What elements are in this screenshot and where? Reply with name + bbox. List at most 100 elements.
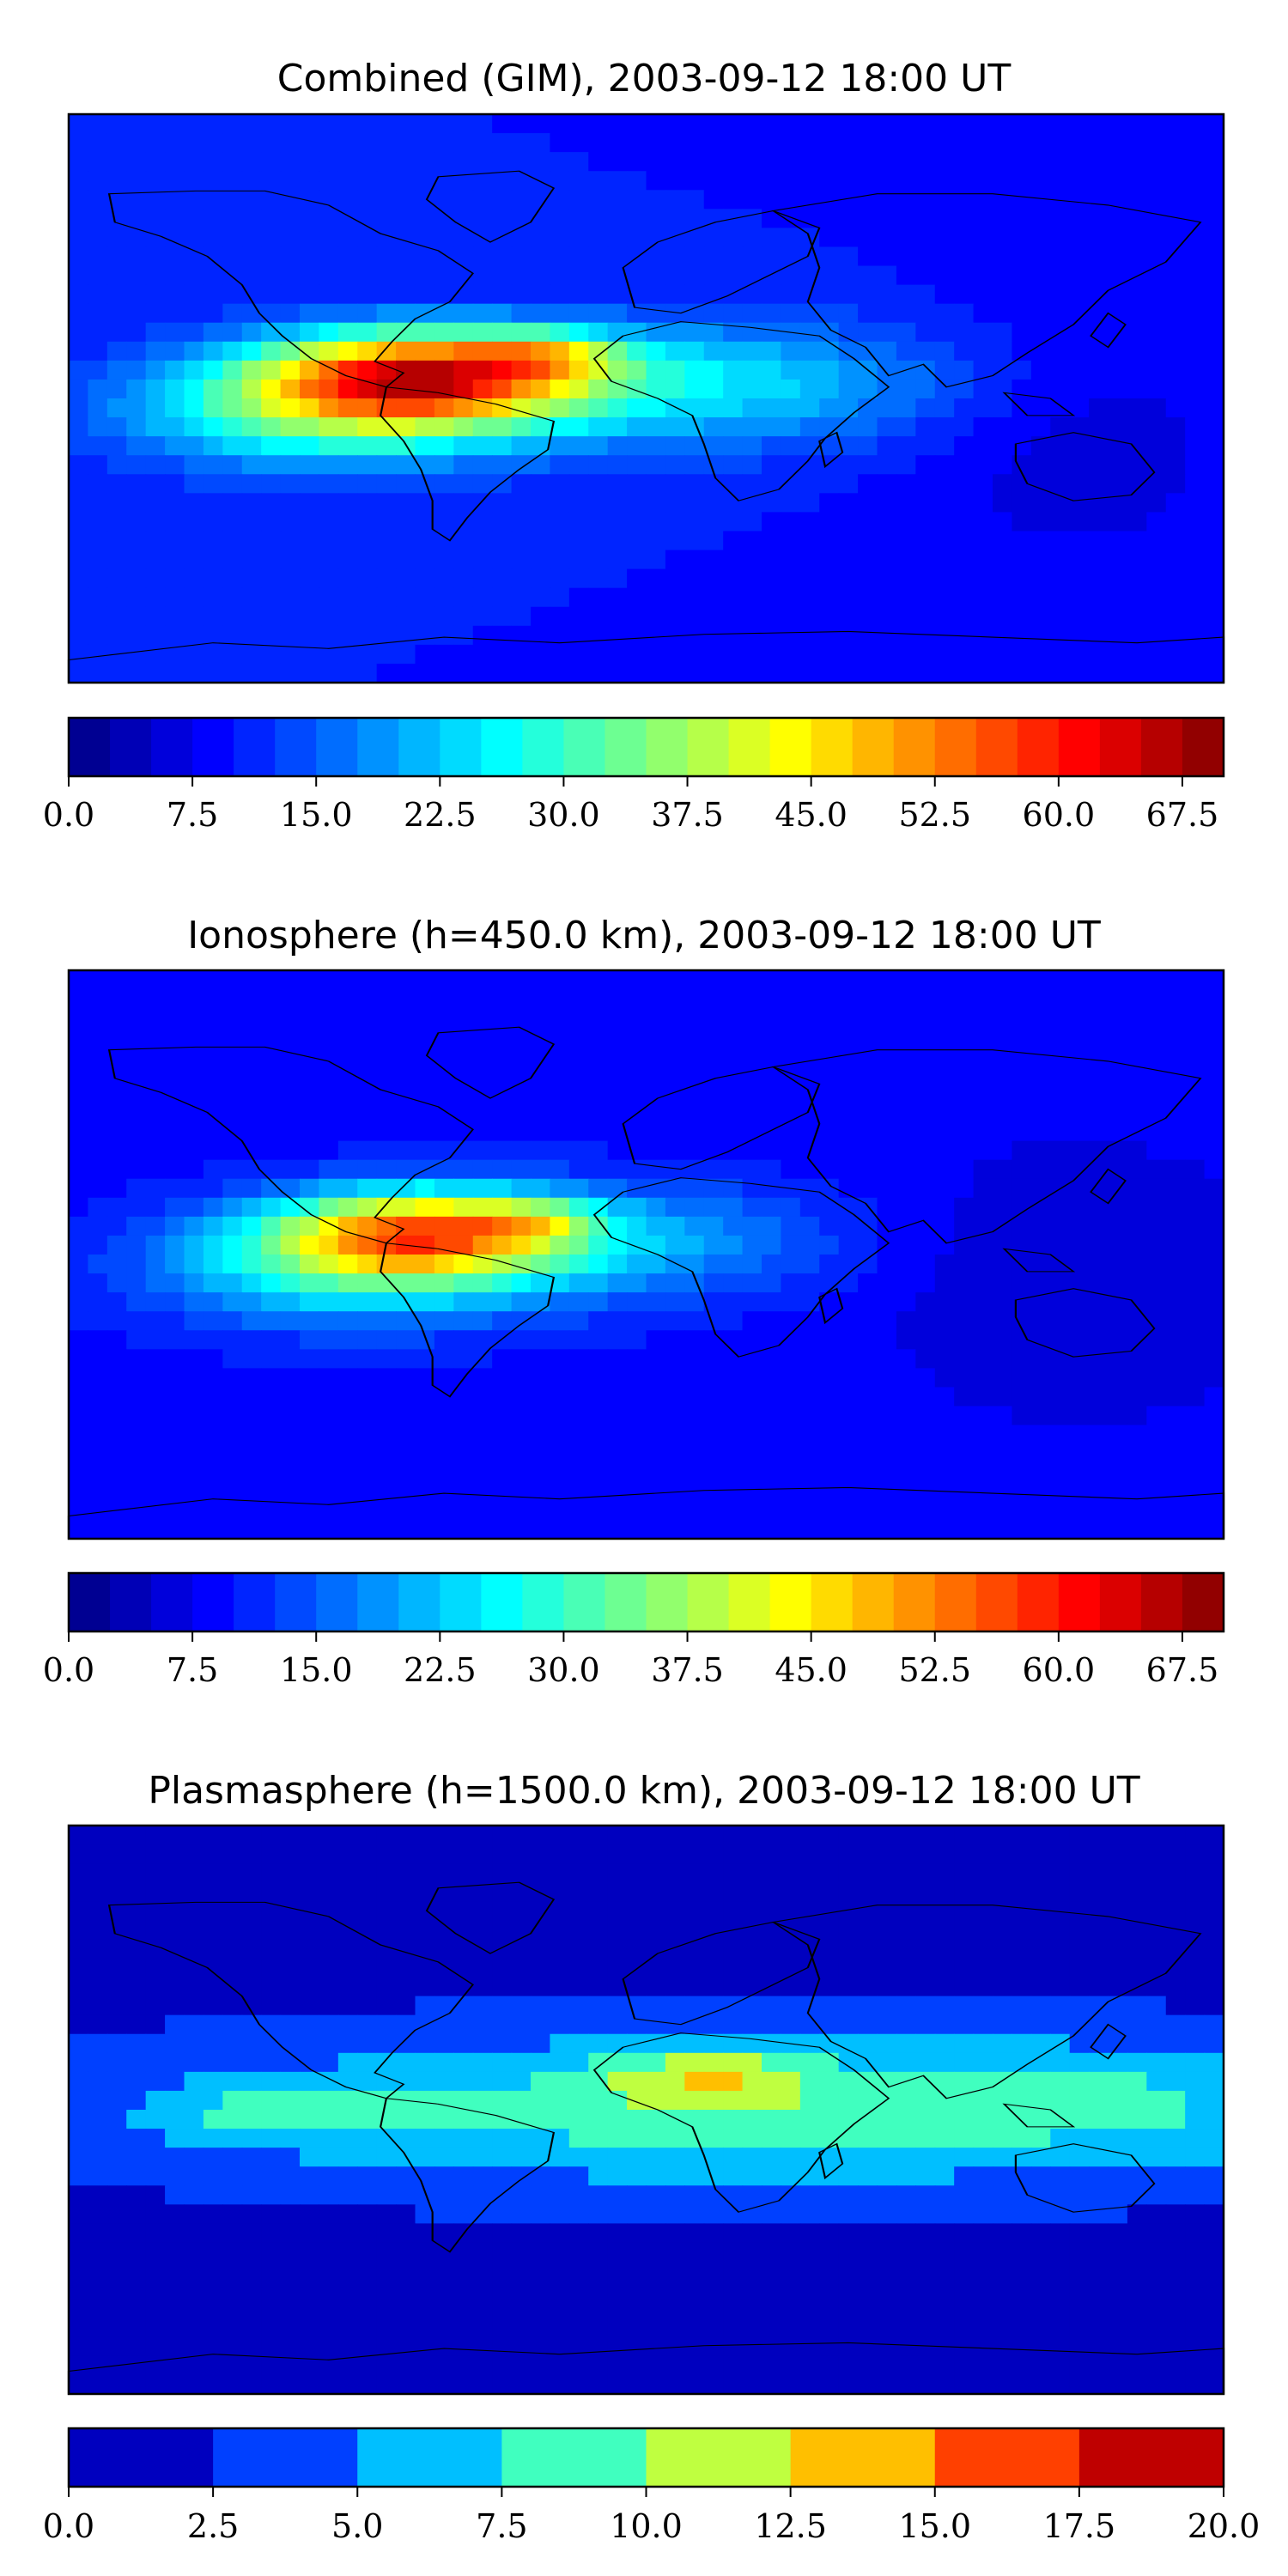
heatmap-cell — [184, 606, 204, 627]
heatmap-cell — [261, 1406, 282, 1426]
heatmap-cell — [568, 1255, 589, 1274]
heatmap-cell — [1108, 1826, 1128, 1845]
heatmap-cell — [954, 1027, 975, 1047]
heatmap-cell — [550, 1008, 570, 1028]
heatmap-cell — [703, 1046, 724, 1066]
heatmap-cell — [1204, 341, 1224, 361]
heatmap-cell — [819, 133, 840, 153]
heatmap-cell — [1030, 1939, 1051, 1959]
heatmap-cell — [1165, 152, 1186, 172]
heatmap-cell — [703, 1958, 724, 1978]
heatmap-cell — [300, 398, 320, 418]
heatmap-cell — [319, 2185, 339, 2205]
heatmap-cell — [434, 493, 454, 513]
heatmap-cell — [762, 1920, 782, 1940]
heatmap-cell — [781, 1500, 801, 1521]
heatmap-cell — [1185, 1387, 1206, 1407]
heatmap-cell — [858, 1387, 878, 1407]
heatmap-cell — [665, 1027, 685, 1047]
heatmap-cell — [222, 1065, 243, 1084]
heatmap-cell — [799, 1103, 820, 1123]
colorbar-segment — [1182, 1573, 1224, 1631]
heatmap-cell — [357, 1008, 378, 1028]
heatmap-cell — [1069, 1481, 1090, 1502]
heatmap-cell — [337, 152, 358, 172]
heatmap-cell — [511, 625, 532, 646]
heatmap-cell — [511, 2223, 532, 2244]
heatmap-cell — [1185, 1084, 1206, 1104]
heatmap-cell — [69, 1996, 89, 2016]
colorbar-segment — [975, 1573, 1018, 1631]
heatmap-cell — [993, 1330, 1013, 1350]
heatmap-cell — [762, 2148, 782, 2167]
heatmap-cell — [1069, 1330, 1090, 1350]
heatmap-cell — [1069, 133, 1090, 153]
heatmap-cell — [973, 568, 993, 589]
heatmap-cell — [357, 284, 378, 305]
heatmap-cell — [934, 2129, 955, 2148]
heatmap-cell — [915, 2014, 936, 2035]
heatmap-cell — [877, 190, 897, 210]
heatmap-cell — [646, 190, 666, 210]
heatmap-cell — [1146, 989, 1167, 1009]
heatmap-cell — [1127, 1996, 1147, 2016]
heatmap-cell — [222, 1425, 243, 1445]
heatmap-cell — [280, 1046, 301, 1066]
heatmap-cell — [165, 1027, 185, 1047]
heatmap-cell — [896, 1443, 916, 1464]
heatmap-cell — [1146, 474, 1167, 494]
heatmap-cell — [511, 531, 532, 551]
heatmap-cell — [106, 1368, 127, 1388]
heatmap-cell — [781, 398, 801, 418]
heatmap-cell — [1204, 1863, 1224, 1883]
heatmap-cell — [954, 171, 975, 191]
heatmap-cell — [492, 455, 513, 475]
heatmap-cell — [954, 455, 975, 475]
heatmap-cell — [568, 209, 589, 228]
heatmap-cell — [88, 360, 108, 380]
heatmap-cell — [973, 1462, 993, 1483]
heatmap-cell — [877, 2204, 897, 2224]
heatmap-cell — [1030, 1121, 1051, 1142]
heatmap-cell — [742, 1255, 762, 1274]
heatmap-cell — [934, 1519, 955, 1540]
heatmap-cell — [126, 1235, 147, 1255]
heatmap-cell — [799, 1178, 820, 1199]
heatmap-cell — [568, 1481, 589, 1502]
heatmap-cell — [280, 1387, 301, 1407]
heatmap-cell — [106, 455, 127, 475]
heatmap-cell — [1146, 455, 1167, 475]
heatmap-cell — [280, 1368, 301, 1388]
heatmap-cell — [319, 398, 339, 418]
heatmap-cell — [973, 436, 993, 456]
heatmap-cell — [799, 1387, 820, 1407]
heatmap-cell — [588, 2148, 609, 2167]
heatmap-cell — [492, 1065, 513, 1084]
heatmap-cell — [1127, 1425, 1147, 1445]
heatmap-cell — [665, 2148, 685, 2167]
heatmap-cell — [415, 1406, 435, 1426]
heatmap-cell — [492, 1046, 513, 1066]
heatmap-cell — [280, 606, 301, 627]
heatmap-cell — [300, 1330, 320, 1350]
heatmap-cell — [88, 341, 108, 361]
heatmap-cell — [838, 2090, 859, 2111]
heatmap-cell — [203, 1008, 223, 1028]
heatmap-cell — [376, 322, 397, 343]
heatmap-cell — [261, 1140, 282, 1161]
heatmap-cell — [646, 1939, 666, 1959]
heatmap-cell — [703, 644, 724, 665]
heatmap-cell — [993, 209, 1013, 228]
heatmap-cell — [1089, 1425, 1109, 1445]
heatmap-cell — [550, 531, 570, 551]
heatmap-cell — [1127, 1216, 1147, 1236]
heatmap-cell — [531, 1159, 551, 1180]
heatmap-cell — [1050, 1882, 1071, 1902]
heatmap-cell — [550, 2052, 570, 2073]
heatmap-cell — [434, 1103, 454, 1123]
heatmap-cell — [877, 1273, 897, 1293]
colorbar-segment — [234, 718, 276, 776]
heatmap-cell — [472, 1216, 493, 1236]
heatmap-cell — [723, 2129, 744, 2148]
heatmap-cell — [376, 1958, 397, 1978]
